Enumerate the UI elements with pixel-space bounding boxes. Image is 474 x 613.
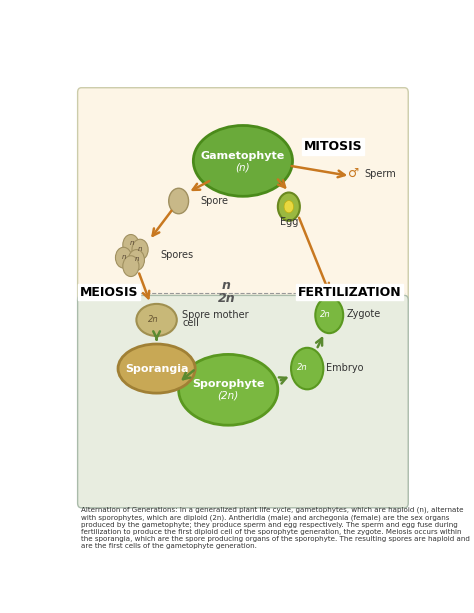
- Ellipse shape: [284, 200, 293, 213]
- Text: (n): (n): [236, 163, 250, 173]
- Text: (2n): (2n): [218, 390, 239, 400]
- Text: Gametophyte: Gametophyte: [201, 151, 285, 161]
- Text: n: n: [135, 256, 139, 262]
- Ellipse shape: [179, 354, 278, 425]
- Text: ♂: ♂: [347, 167, 359, 180]
- Ellipse shape: [291, 348, 323, 389]
- Text: FERTILIZATION: FERTILIZATION: [298, 286, 401, 299]
- Text: 2n: 2n: [147, 314, 158, 324]
- FancyBboxPatch shape: [78, 295, 408, 508]
- Text: 2n: 2n: [297, 363, 308, 372]
- Text: 2n: 2n: [218, 292, 235, 305]
- Ellipse shape: [118, 344, 195, 393]
- Text: n: n: [138, 246, 143, 252]
- Ellipse shape: [132, 239, 148, 260]
- Text: cell: cell: [182, 318, 199, 328]
- Ellipse shape: [123, 256, 139, 276]
- Text: n: n: [122, 254, 127, 260]
- Text: n: n: [222, 279, 231, 292]
- Text: Sporangia: Sporangia: [125, 364, 188, 373]
- Ellipse shape: [315, 297, 343, 333]
- Ellipse shape: [193, 126, 292, 196]
- Text: Zygote: Zygote: [346, 310, 381, 319]
- Text: MEIOSIS: MEIOSIS: [80, 286, 138, 299]
- Ellipse shape: [137, 304, 177, 336]
- Text: Egg: Egg: [280, 217, 298, 227]
- Ellipse shape: [169, 188, 189, 214]
- Text: 2n: 2n: [320, 310, 330, 319]
- Text: Sporophyte: Sporophyte: [192, 379, 264, 389]
- Text: Spore mother: Spore mother: [182, 310, 249, 320]
- Ellipse shape: [123, 235, 139, 255]
- Text: Spore: Spore: [201, 196, 228, 206]
- Ellipse shape: [116, 247, 132, 268]
- Ellipse shape: [278, 192, 300, 221]
- Text: Embryo: Embryo: [326, 363, 364, 373]
- Text: n: n: [129, 240, 134, 246]
- Text: Sperm: Sperm: [364, 169, 396, 178]
- Ellipse shape: [128, 249, 145, 270]
- FancyBboxPatch shape: [78, 88, 408, 305]
- Text: Alternation of Generations: In a generalized plant life cycle, gametophytes, whi: Alternation of Generations: In a general…: [82, 507, 470, 549]
- Text: MITOSIS: MITOSIS: [304, 140, 362, 153]
- Text: Spores: Spores: [160, 250, 193, 261]
